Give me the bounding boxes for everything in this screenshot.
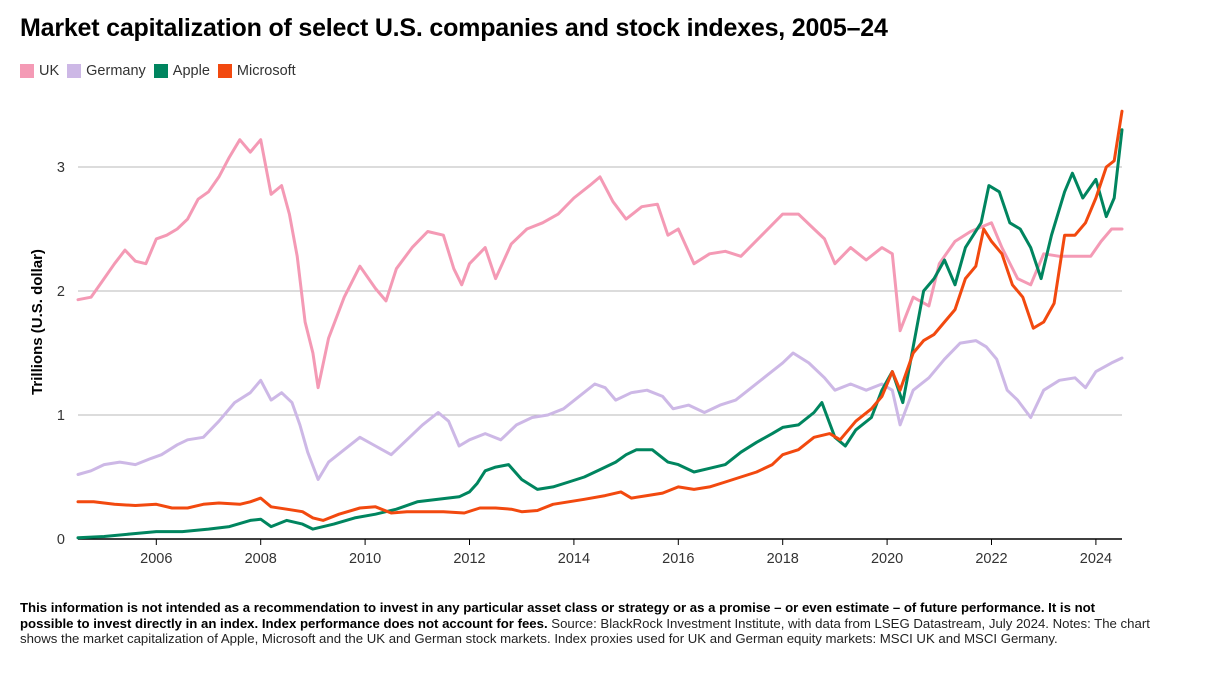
series-line-microsoft	[76, 109, 1124, 522]
x-tick-label-2014: 2014	[558, 551, 590, 567]
legend-label-microsoft: Microsoft	[236, 63, 296, 79]
series-line-germany	[76, 339, 1124, 481]
legend-item-microsoft: Microsoft	[217, 63, 296, 79]
chart-title: Market capitalization of select U.S. com…	[20, 14, 888, 42]
y-tick-label-1: 1	[57, 408, 65, 424]
x-tick-label-2024: 2024	[1080, 551, 1112, 567]
x-tick-label-2016: 2016	[662, 551, 694, 567]
x-tick-label-2012: 2012	[453, 551, 485, 567]
legend-item-germany: Germany	[67, 63, 146, 79]
legend-item-apple: Apple	[153, 63, 210, 79]
series-line-uk	[76, 138, 1124, 390]
line-chart: 0 1 2 3 2006 2008 2010 2012 2014 2016 2018 2020 2022…	[29, 109, 1124, 567]
footnote-disclaimer: This information is not intended as a re…	[20, 600, 1096, 631]
footnote-source: Source: BlackRock Investment Institute, …	[20, 615, 1150, 647]
y-tick-label-0: 0	[57, 532, 65, 548]
legend-label-uk: UK	[39, 63, 60, 79]
x-tick-label-2010: 2010	[349, 551, 381, 567]
y-tick-label-2: 2	[57, 284, 65, 300]
x-tick-label-2008: 2008	[245, 551, 277, 567]
legend-label-apple: Apple	[172, 63, 210, 79]
chart-legend: UK Germany Apple Microsoft	[20, 63, 304, 79]
footnote: This information is not intended as a re…	[20, 600, 1150, 647]
y-axis-label: Trillions (U.S. dollar)	[29, 249, 46, 395]
legend-swatch-microsoft	[217, 64, 232, 78]
legend-item-uk: UK	[20, 63, 59, 79]
x-tick-label-2022: 2022	[975, 551, 1007, 567]
x-tick-label-2018: 2018	[767, 551, 799, 567]
legend-swatch-apple	[153, 64, 168, 78]
legend-label-germany: Germany	[86, 63, 146, 79]
legend-swatch-germany	[67, 64, 82, 78]
series-line-apple	[76, 128, 1124, 540]
y-tick-label-3: 3	[57, 160, 65, 176]
x-tick-label-2006: 2006	[140, 551, 172, 567]
legend-swatch-uk	[20, 64, 34, 78]
x-tick-label-2020: 2020	[871, 551, 903, 567]
